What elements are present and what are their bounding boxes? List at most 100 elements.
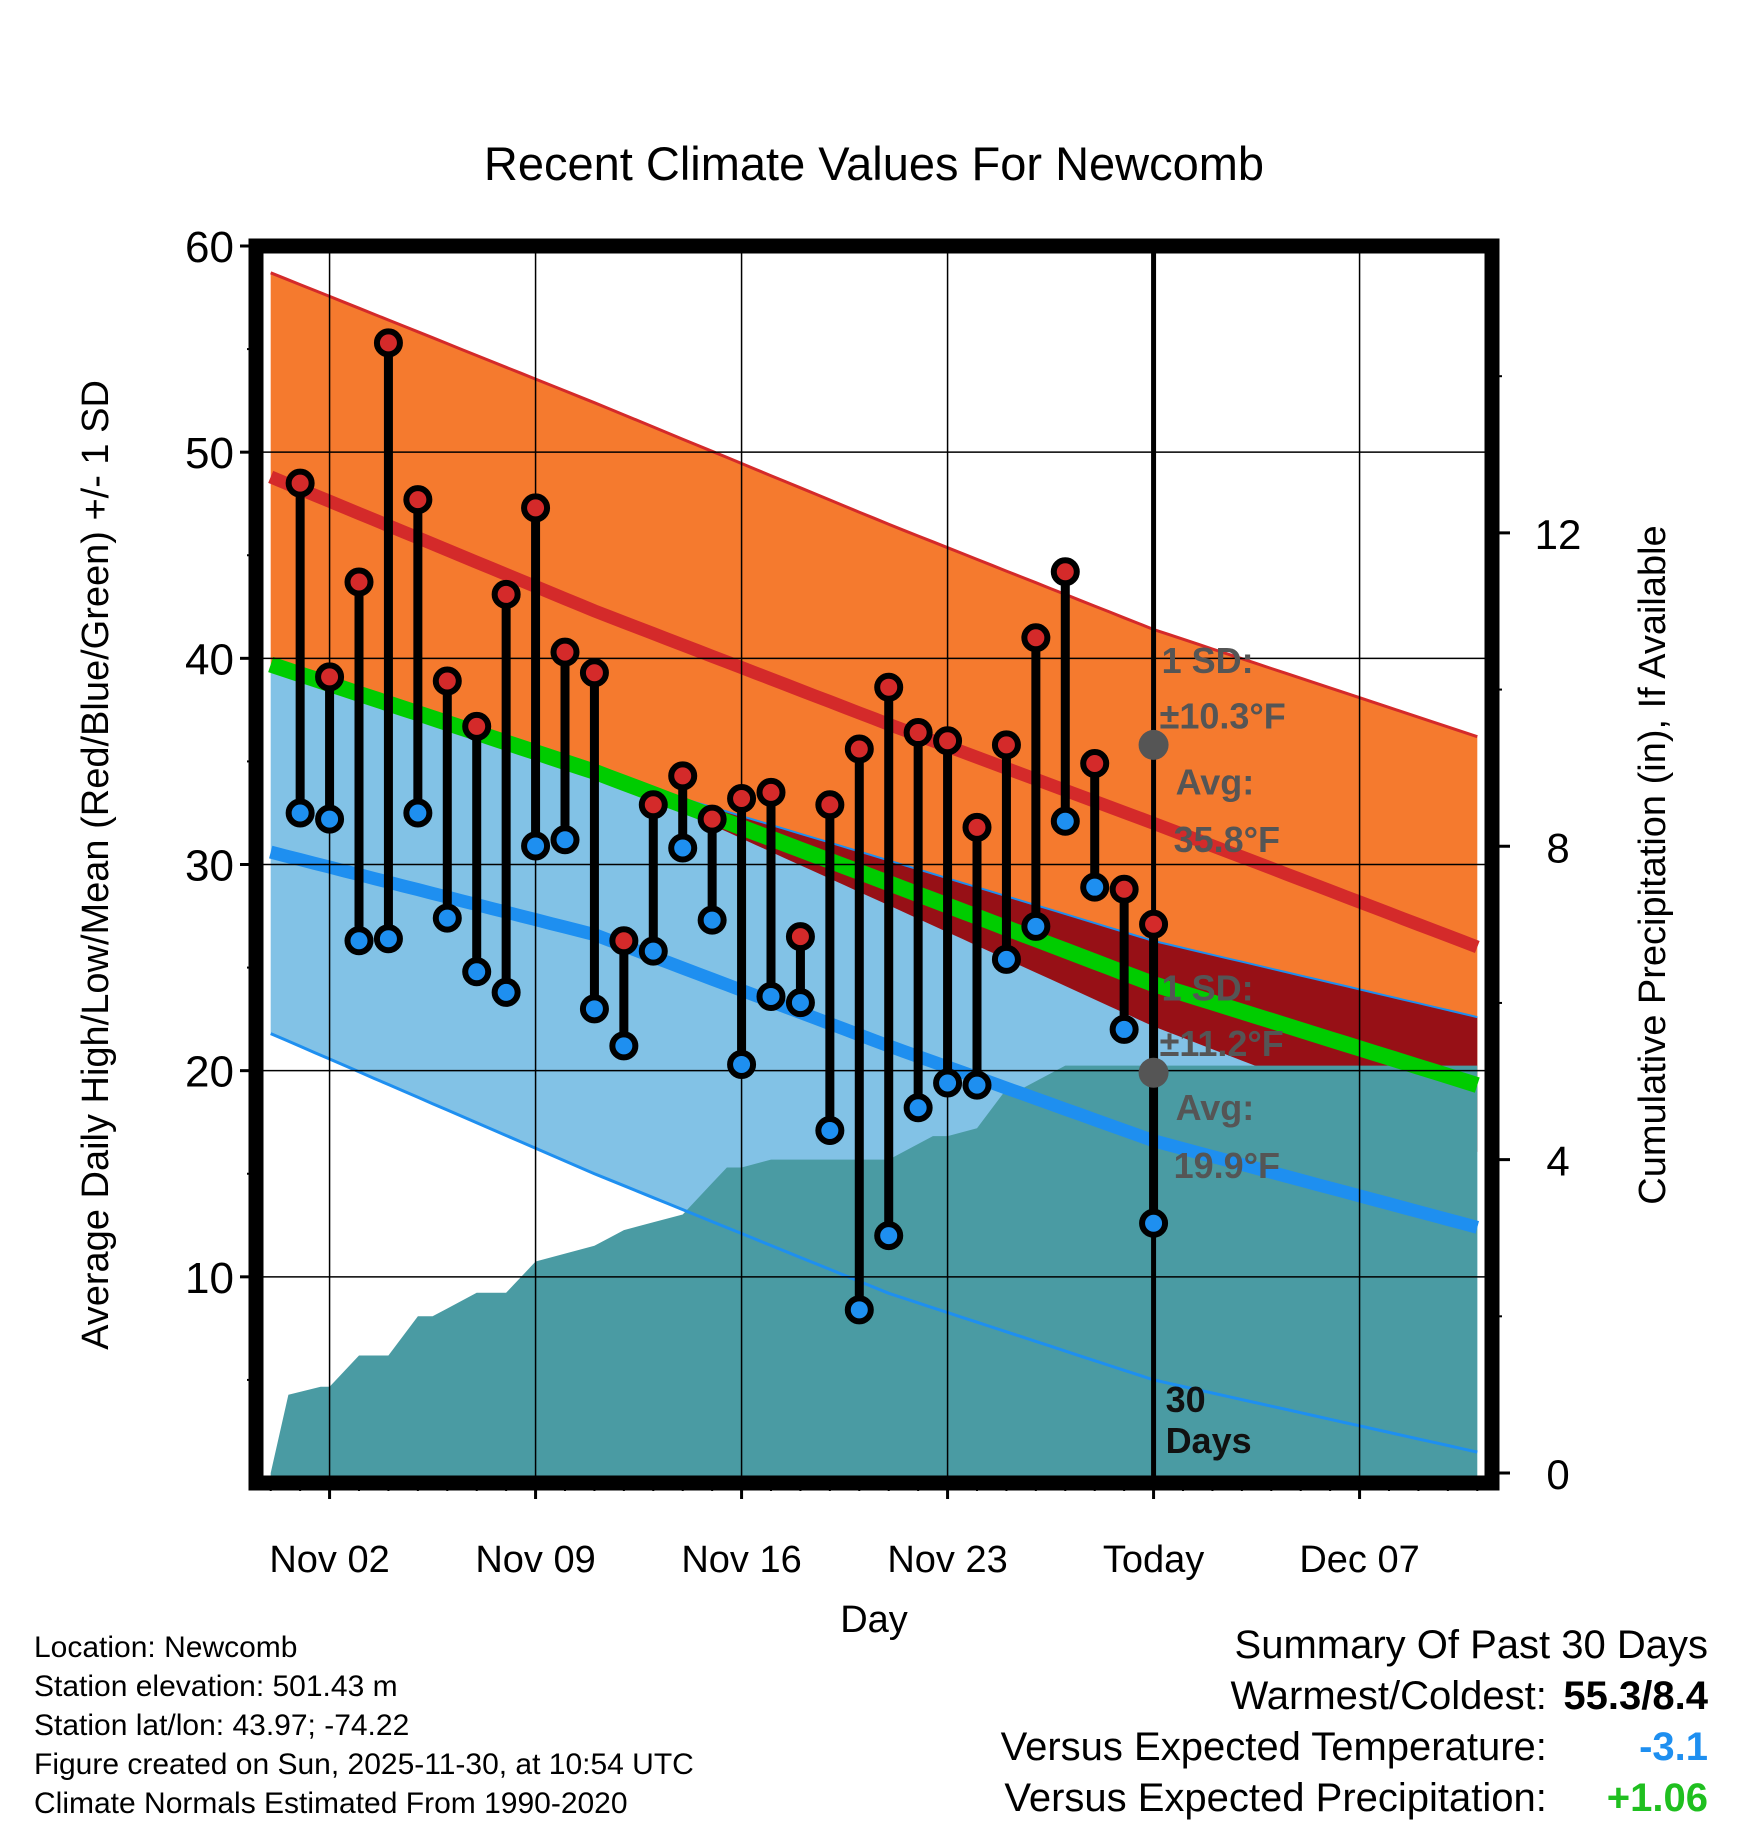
precip-anomaly-row: Versus Expected Precipitation: +1.06: [1001, 1773, 1708, 1824]
observed-high-point: [579, 658, 609, 688]
normal-low-line: [269, 845, 1480, 1234]
low-sd-value: ±11.2°F: [1160, 1023, 1284, 1064]
station-info: Location: Newcomb Station elevation: 501…: [34, 1628, 694, 1823]
cumulative-precip-area: [270, 1065, 1478, 1483]
x-axis-label: Day: [840, 1599, 908, 1641]
high-avg-value: 35.8°F: [1174, 819, 1280, 860]
observed-high-point: [844, 734, 874, 764]
observed-high-point: [962, 812, 992, 842]
temp-anomaly-label: Versus Expected Temperature:: [1000, 1725, 1547, 1769]
x-tick-label: Dec 07: [1299, 1539, 1419, 1581]
summary-panel: Summary Of Past 30 Days Warmest/Coldest:…: [1001, 1620, 1708, 1824]
observed-high-point: [491, 579, 521, 609]
observed-high-point: [462, 711, 492, 741]
observed-low-point: [285, 798, 315, 828]
x-tick-label: Nov 02: [269, 1539, 389, 1581]
observed-high-point: [1050, 557, 1080, 587]
observed-high-point: [903, 718, 933, 748]
observed-low-point: [491, 977, 521, 1007]
low-avg-today-marker: [1138, 1057, 1169, 1088]
observed-high-point: [1139, 909, 1169, 939]
observed-high-point: [432, 666, 462, 696]
observed-low-point: [579, 994, 609, 1024]
observed-high-point: [315, 662, 345, 692]
observed-low-point: [668, 833, 698, 863]
observed-high-point: [756, 777, 786, 807]
observed-high-point: [285, 468, 315, 498]
observed-high-point: [785, 922, 815, 952]
days-count-label: 30: [1166, 1379, 1206, 1420]
observed-low-point: [1050, 806, 1080, 836]
normals-text: Climate Normals Estimated From 1990-2020: [34, 1787, 628, 1820]
high-plus-sd-line: [270, 271, 1478, 739]
observed-low-point: [373, 924, 403, 954]
y2-axis-label: Cumulative Precipitation (in), If Availa…: [1632, 525, 1674, 1204]
observed-low-point: [933, 1068, 963, 1098]
observed-low-point: [1139, 1208, 1169, 1238]
observed-high-point: [521, 493, 551, 523]
chart-title: Recent Climate Values For Newcomb: [484, 137, 1264, 190]
y-axis-label: Average Daily High/Low/Mean (Red/Blue/Gr…: [75, 380, 117, 1350]
precip-anomaly-value: +1.06: [1606, 1776, 1708, 1820]
observed-low-point: [844, 1295, 874, 1325]
observed-low-point: [638, 936, 668, 966]
x-tick-label: Nov 09: [475, 1539, 595, 1581]
observed-low-point: [785, 988, 815, 1018]
latlon-text: Station lat/lon: 43.97; -74.22: [34, 1709, 410, 1742]
high-sd-label: 1 SD:: [1162, 640, 1254, 681]
low-sd-label: 1 SD:: [1162, 968, 1254, 1009]
high-sd-value: ±10.3°F: [1160, 695, 1286, 736]
precip-anomaly-label: Versus Expected Precipitation:: [1004, 1776, 1547, 1820]
location-text: Location: Newcomb: [34, 1631, 298, 1664]
y-tick-label: 40: [185, 635, 234, 684]
temp-anomaly-value: -3.1: [1639, 1725, 1708, 1769]
y-tick-label: 30: [185, 842, 234, 891]
observed-low-point: [874, 1221, 904, 1251]
observed-low-point: [1109, 1014, 1139, 1044]
observed-high-point: [609, 926, 639, 956]
observed-high-point: [638, 790, 668, 820]
observed-low-point: [815, 1115, 845, 1145]
observed-high-point: [933, 726, 963, 756]
y-tick-label: 50: [185, 429, 234, 478]
observed-high-point: [874, 672, 904, 702]
y2-tick-label: 12: [1535, 511, 1582, 558]
observed-high-point: [1080, 748, 1110, 778]
low-avg-value: 19.9°F: [1174, 1145, 1280, 1186]
observed-low-point: [432, 903, 462, 933]
observed-low-point: [1080, 872, 1110, 902]
observed-high-point: [727, 784, 757, 814]
x-tick-label: Nov 16: [681, 1539, 801, 1581]
high-avg-label: Avg:: [1176, 761, 1255, 802]
x-tick-label: Nov 23: [887, 1539, 1007, 1581]
y2-tick-label: 8: [1546, 824, 1569, 871]
observed-low-point: [962, 1070, 992, 1100]
elevation-text: Station elevation: 501.43 m: [34, 1670, 398, 1703]
observed-low-point: [403, 798, 433, 828]
high-avg-today-marker: [1138, 729, 1169, 760]
temp-anomaly-row: Versus Expected Temperature: -3.1: [1001, 1722, 1708, 1773]
observed-low-point: [550, 825, 580, 855]
observed-low-point: [991, 944, 1021, 974]
observed-high-point: [1109, 874, 1139, 904]
y-tick-label: 10: [185, 1254, 234, 1303]
observed-high-point: [344, 567, 374, 597]
normal-high-line: [268, 470, 1480, 954]
x-tick-label: Today: [1103, 1539, 1204, 1581]
observed-low-point: [609, 1031, 639, 1061]
observed-high-point: [550, 637, 580, 667]
observed-high-point: [403, 485, 433, 515]
observed-low-point: [1021, 911, 1051, 941]
low-minus-sd-line: [270, 1032, 1478, 1454]
warmest-coldest-value: 55.3/8.4: [1563, 1674, 1708, 1718]
days-word-label: Days: [1166, 1420, 1252, 1461]
warmest-coldest-row: Warmest/Coldest: 55.3/8.4: [1001, 1671, 1709, 1722]
summary-title: Summary Of Past 30 Days: [1234, 1623, 1708, 1667]
observed-low-point: [727, 1049, 757, 1079]
y-tick-label: 60: [185, 223, 234, 272]
warmest-coldest-label: Warmest/Coldest:: [1230, 1674, 1547, 1718]
temperature-deficit-area: [594, 771, 1478, 1152]
observed-low-point: [462, 957, 492, 987]
observed-low-point: [903, 1093, 933, 1123]
y-tick-label: 20: [185, 1048, 234, 1097]
